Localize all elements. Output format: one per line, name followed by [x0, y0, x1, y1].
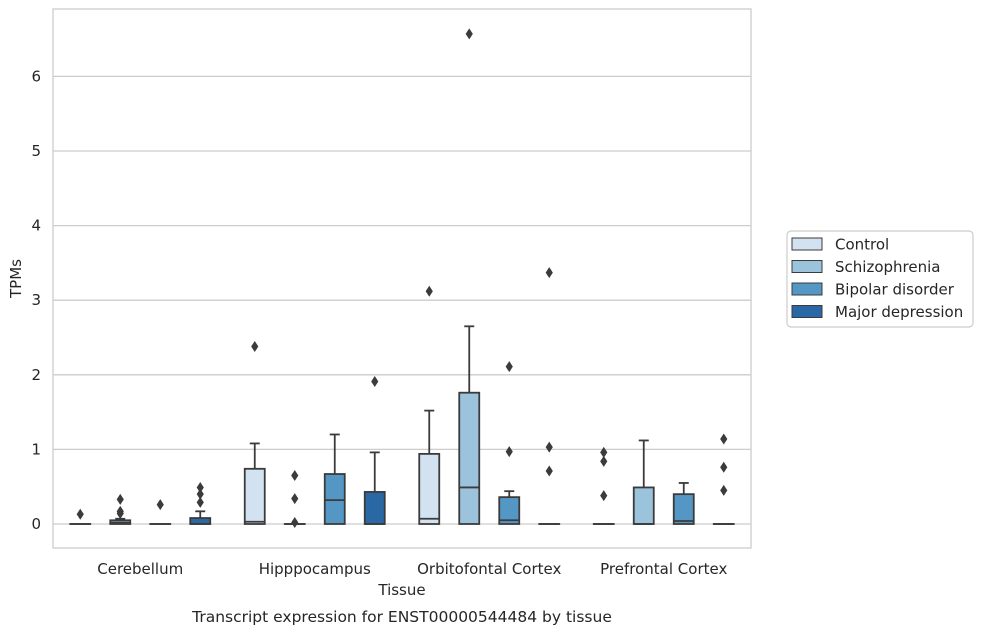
y-tick-label: 0	[31, 515, 41, 533]
category-group	[418, 28, 561, 525]
legend: Control Schizophrenia Bipolar disorder Majo…	[786, 230, 974, 328]
legend-label: Bipolar disorder	[835, 281, 955, 299]
category-group	[592, 433, 735, 525]
legend-swatch	[791, 305, 823, 318]
x-axis-ticks: Cerebellum Hipppocampus Orbitofontal Corte…	[97, 560, 727, 578]
box-body	[243, 467, 266, 525]
box-element	[458, 28, 481, 525]
box-element	[363, 376, 386, 525]
box-element	[592, 446, 615, 525]
y-tick-label: 4	[31, 217, 41, 235]
box-element	[418, 285, 441, 525]
outlier-point	[545, 267, 553, 279]
legend-swatch	[791, 237, 823, 251]
outlier-point	[600, 490, 608, 502]
box-groups	[69, 28, 735, 529]
outlier-point	[505, 446, 513, 458]
y-tick-label: 3	[31, 291, 41, 309]
box-element	[189, 481, 212, 525]
outlier-point	[545, 465, 553, 477]
outlier-point	[156, 499, 164, 511]
x-tick-label: Hipppocampus	[259, 560, 371, 578]
box-element	[69, 508, 92, 525]
x-axis-label: Tissue	[377, 581, 425, 599]
outlier-point	[251, 340, 259, 352]
box-element	[323, 433, 346, 525]
plot-frame	[52, 8, 752, 549]
legend-frame	[786, 230, 974, 328]
box-element	[538, 267, 561, 525]
y-axis-ticks: 0 1 2 3 4 5 6	[31, 67, 41, 533]
x-tick-label: Cerebellum	[97, 560, 183, 578]
outlier-point	[545, 441, 553, 453]
chart-caption: Transcript expression for ENST0000054448…	[191, 608, 612, 626]
outlier-point	[76, 508, 84, 520]
box-element	[712, 433, 735, 525]
legend-label: Control	[835, 236, 889, 254]
outlier-point	[720, 484, 728, 496]
box-body	[498, 496, 521, 525]
y-tick-label: 5	[31, 142, 41, 160]
outlier-point	[425, 285, 433, 297]
box-element	[498, 361, 521, 525]
x-tick-label: Orbitofontal Cortex	[417, 560, 561, 578]
y-tick-label: 1	[31, 440, 41, 458]
outlier-point	[196, 488, 204, 500]
box-element	[283, 470, 306, 529]
y-axis-label: TPMs	[7, 259, 25, 299]
legend-label: Major depression	[835, 303, 963, 321]
outlier-point	[291, 493, 299, 505]
box-body	[632, 486, 655, 525]
outlier-point	[600, 455, 608, 467]
grid-lines	[53, 75, 751, 525]
box-body	[323, 473, 346, 525]
category-group	[243, 340, 386, 529]
outlier-point	[720, 461, 728, 473]
outlier-point	[720, 433, 728, 445]
box-element	[109, 493, 132, 525]
box-body	[363, 491, 386, 525]
outlier-point	[196, 496, 204, 508]
legend-swatch	[791, 282, 823, 296]
box-element	[632, 439, 655, 525]
outlier-point	[465, 28, 473, 40]
outlier-point	[196, 481, 204, 493]
box-body	[672, 493, 695, 525]
box-element	[243, 340, 266, 525]
box-element	[672, 482, 695, 525]
outlier-point	[116, 493, 124, 505]
y-tick-label: 2	[31, 366, 41, 384]
category-group	[69, 481, 212, 525]
x-tick-label: Prefrontal Cortex	[600, 560, 727, 578]
box-body	[418, 452, 441, 525]
outlier-point	[371, 376, 379, 388]
outlier-point	[116, 505, 124, 517]
y-tick-label: 6	[31, 67, 41, 85]
box-element	[149, 499, 172, 525]
outlier-point	[291, 470, 299, 482]
box-body	[458, 391, 481, 525]
outlier-point	[291, 517, 299, 529]
outlier-point	[505, 361, 513, 373]
legend-label: Schizophrenia	[835, 258, 940, 276]
outlier-point	[600, 446, 608, 458]
legend-swatch	[791, 260, 823, 273]
